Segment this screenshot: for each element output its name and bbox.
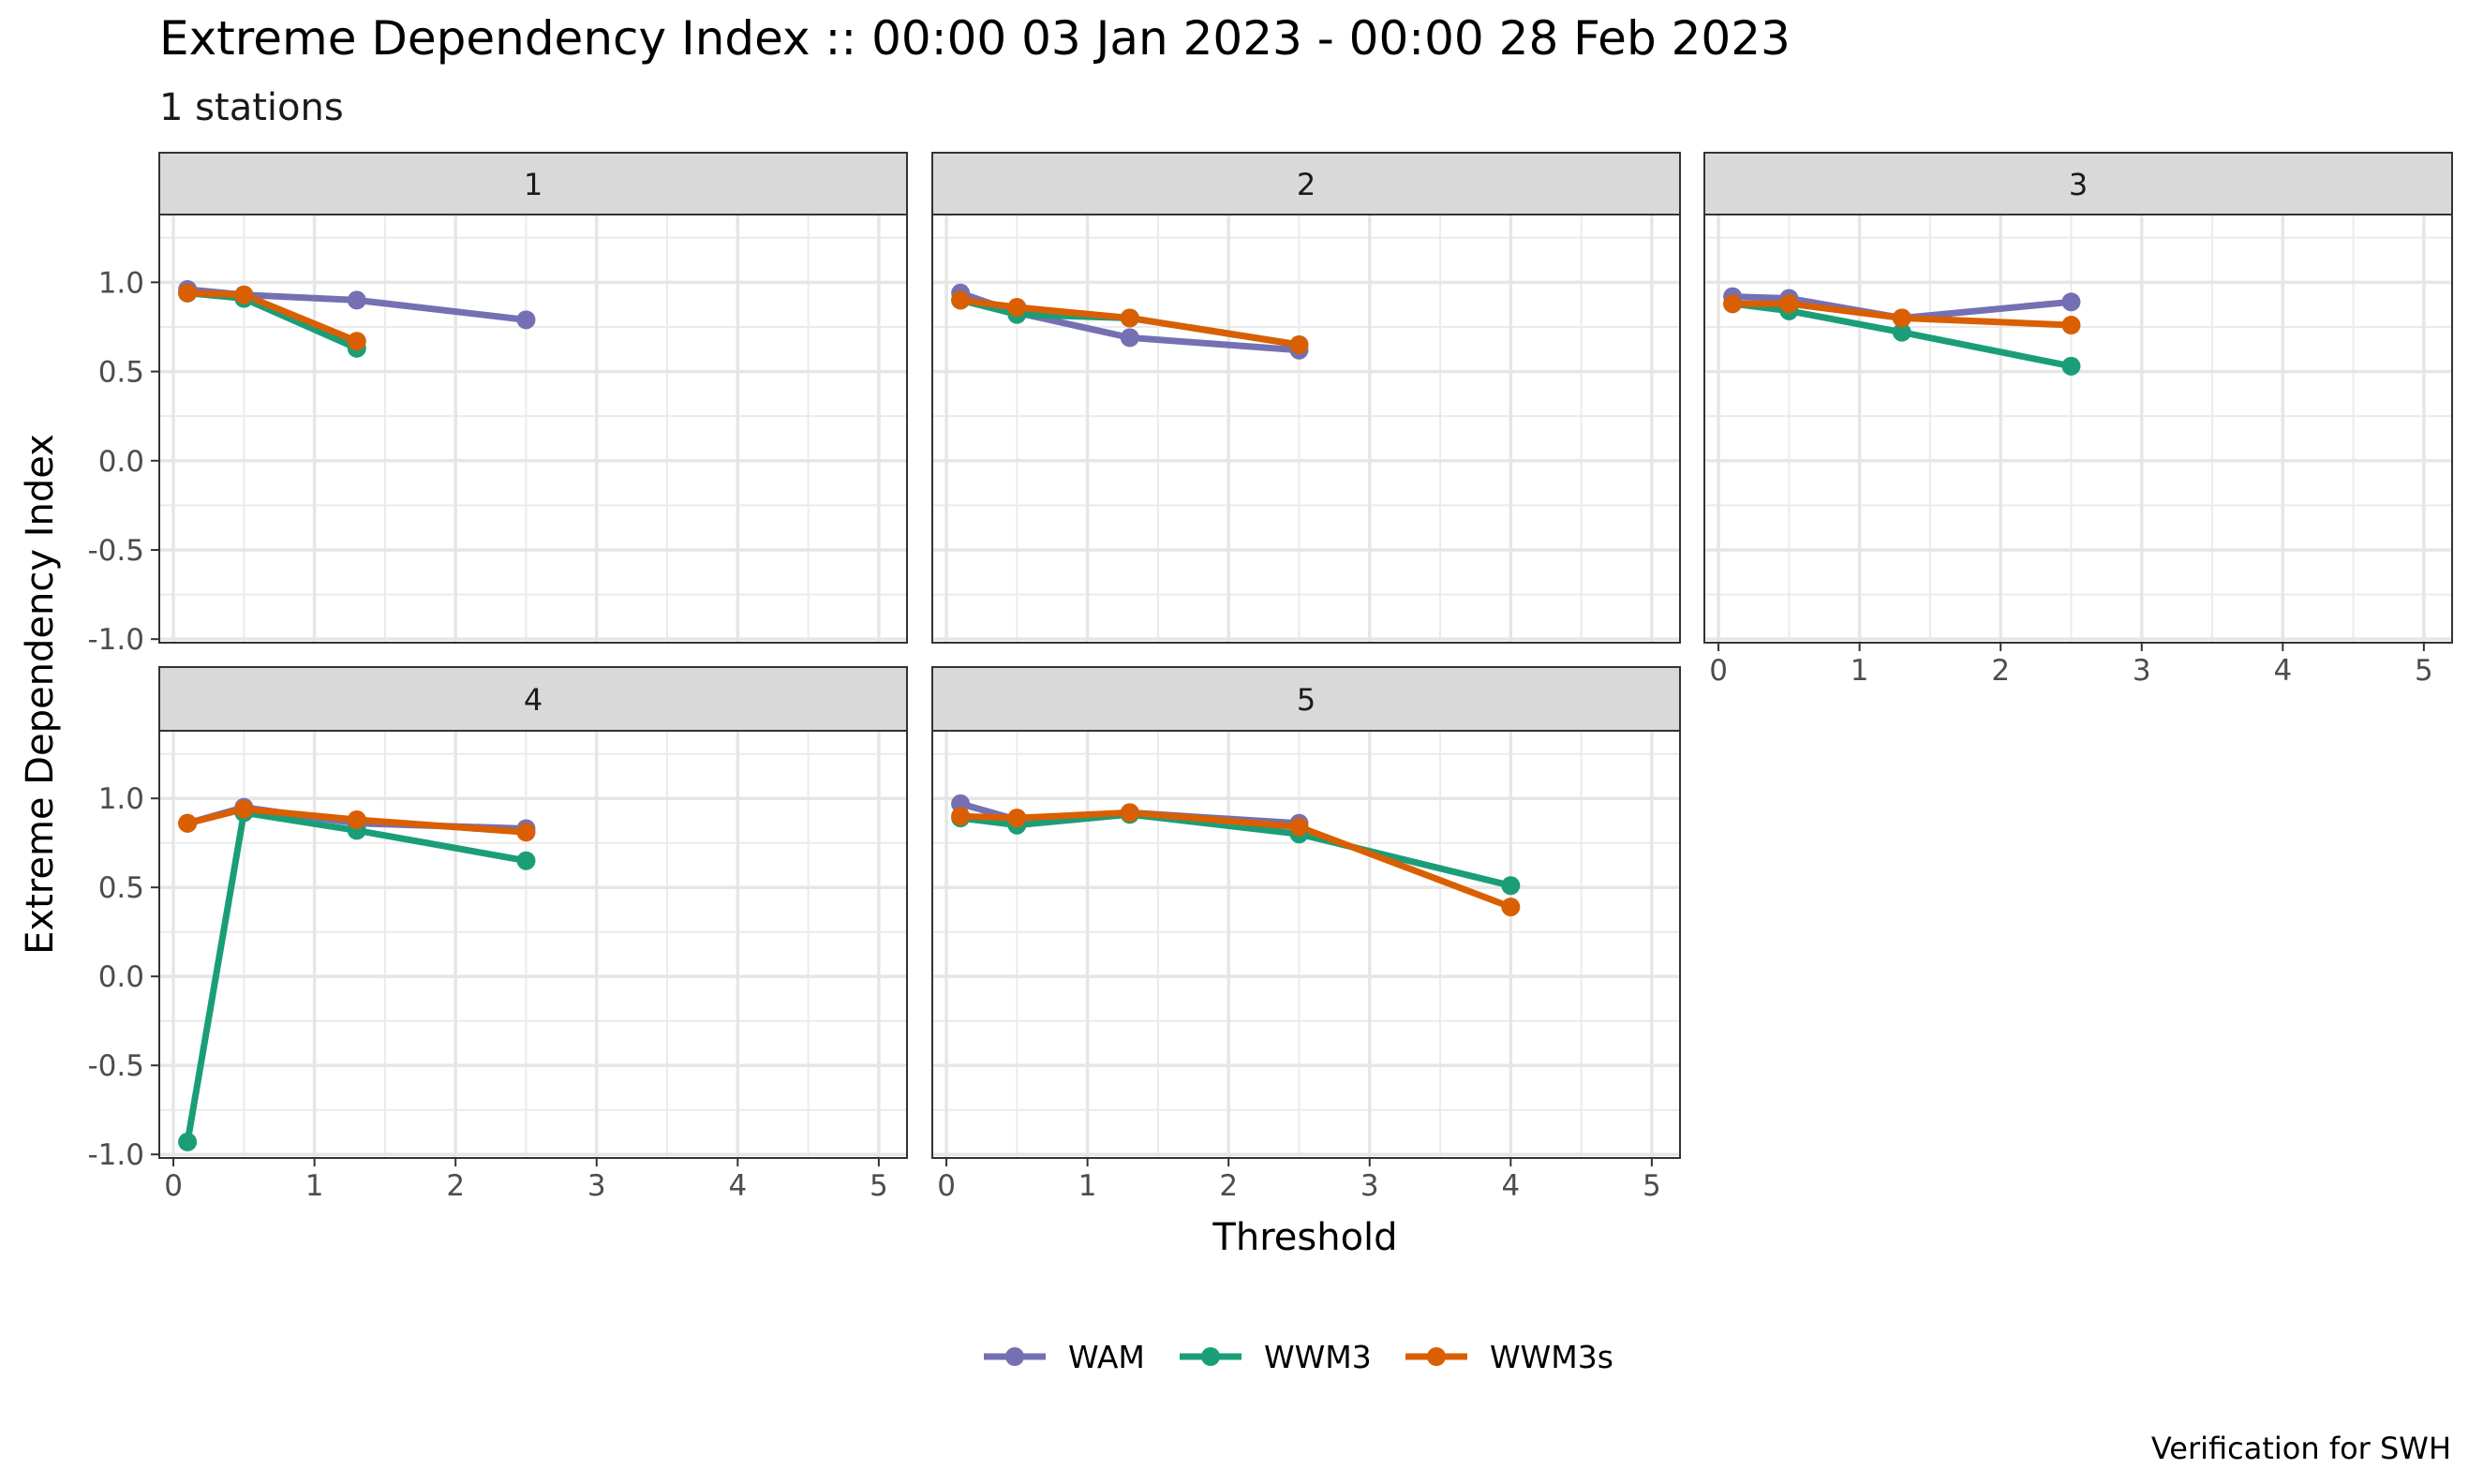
y-tick-label: -0.5 bbox=[88, 534, 145, 568]
y-tick-label: 0.5 bbox=[98, 871, 144, 905]
panel-background bbox=[932, 731, 1680, 1158]
data-point-wwm3s bbox=[1723, 294, 1743, 314]
data-point-wwm3s bbox=[1892, 308, 1911, 328]
facet-strip-label: 3 bbox=[2069, 167, 2088, 202]
data-point-wwm3s bbox=[178, 813, 198, 833]
data-point-wam bbox=[347, 290, 366, 310]
x-tick-label: 0 bbox=[1709, 654, 1728, 688]
panel-4: 4 -1.0 -0.5 0.0 0.5 1.0 0 1 2 3 4 5 bbox=[88, 666, 908, 1203]
data-point-wwm3s bbox=[178, 283, 198, 303]
chart-title: Extreme Dependency Index :: 00:00 03 Jan… bbox=[159, 11, 1791, 66]
facet-strip bbox=[931, 666, 1681, 732]
facet-strip bbox=[1703, 152, 2453, 215]
x-tick-label: 5 bbox=[1643, 1169, 1661, 1203]
facet-strip-label: 5 bbox=[1297, 682, 1316, 718]
x-tick-label: 5 bbox=[870, 1169, 888, 1203]
facet-strip bbox=[158, 152, 908, 215]
data-point-wam bbox=[1120, 328, 1139, 348]
x-tick-label: 2 bbox=[446, 1169, 465, 1203]
y-axis-label: Extreme Dependency Index bbox=[19, 434, 62, 955]
legend: WAM WWM3 WWM3s bbox=[984, 1339, 1613, 1375]
x-tick-label: 5 bbox=[2415, 654, 2433, 688]
data-point-wwm3s bbox=[2061, 316, 2081, 335]
data-point-wwm3 bbox=[1892, 322, 1911, 342]
y-tick-label: 0.5 bbox=[98, 356, 144, 390]
legend-item-wwm3: WWM3 bbox=[1180, 1339, 1372, 1375]
chart-subtitle: 1 stations bbox=[159, 86, 344, 129]
facet-panels: 1 -1.0 -0.5 0.0 0.5 1.0 2 3 0 1 2 3 4 5 4 -1.0 -0.5 0.0 0.… bbox=[88, 152, 2453, 1203]
series-line-wwm3 bbox=[1732, 300, 2073, 370]
panel-background bbox=[1704, 215, 2452, 643]
legend-key-point bbox=[1201, 1347, 1220, 1366]
data-point-wwm3 bbox=[516, 851, 536, 870]
data-point-wwm3s bbox=[1007, 809, 1027, 828]
y-tick-label: -0.5 bbox=[88, 1049, 145, 1083]
x-tick-label: 2 bbox=[1991, 654, 2010, 688]
y-tick-label: -1.0 bbox=[88, 623, 145, 657]
data-point-wwm3s bbox=[347, 810, 366, 829]
data-point-wwm3s bbox=[1501, 898, 1521, 917]
x-axis-label: Threshold bbox=[1212, 1216, 1397, 1259]
data-point-wwm3s bbox=[1120, 803, 1139, 823]
facet-strip-label: 1 bbox=[524, 167, 543, 202]
data-point-wwm3s bbox=[1779, 294, 1799, 314]
legend-label: WWM3s bbox=[1490, 1339, 1613, 1375]
data-point-wwm3s bbox=[347, 332, 366, 351]
x-tick-label: 1 bbox=[1851, 654, 1869, 688]
data-point-wwm3s bbox=[234, 799, 254, 819]
x-tick-label: 4 bbox=[2273, 654, 2292, 688]
panel-2: 2 bbox=[931, 152, 1681, 644]
data-point-wam bbox=[2061, 292, 2081, 312]
x-tick-label: 3 bbox=[587, 1169, 606, 1203]
x-tick-label: 3 bbox=[2133, 654, 2151, 688]
data-point-wwm3s bbox=[516, 823, 536, 842]
legend-item-wwm3s: WWM3s bbox=[1405, 1339, 1613, 1375]
x-tick-label: 3 bbox=[1360, 1169, 1379, 1203]
x-tick-label: 4 bbox=[728, 1169, 747, 1203]
data-point-wwm3s bbox=[951, 807, 971, 826]
data-point-wwm3s bbox=[234, 285, 254, 304]
data-point-wwm3s bbox=[951, 290, 971, 310]
y-tick-label: 0.0 bbox=[98, 445, 144, 479]
data-point-wam bbox=[516, 310, 536, 330]
x-tick-label: 1 bbox=[305, 1169, 324, 1203]
panel-1: 1 -1.0 -0.5 0.0 0.5 1.0 bbox=[88, 152, 908, 657]
x-tick-label: 0 bbox=[164, 1169, 183, 1203]
series-line-wwm3s bbox=[186, 806, 527, 836]
facet-strip-label: 4 bbox=[524, 682, 543, 718]
legend-item-wam: WAM bbox=[984, 1339, 1145, 1375]
chart-caption: Verification for SWH bbox=[2151, 1431, 2451, 1466]
x-tick-label: 2 bbox=[1219, 1169, 1238, 1203]
panel-3: 3 0 1 2 3 4 5 bbox=[1703, 152, 2453, 688]
data-point-wwm3 bbox=[1501, 876, 1521, 896]
data-point-wwm3 bbox=[2061, 356, 2081, 376]
series-line-wwm3s bbox=[1732, 300, 2072, 329]
y-tick-label: 0.0 bbox=[98, 960, 144, 994]
data-point-wwm3s bbox=[1289, 817, 1309, 837]
panel-5: 5 0 1 2 3 4 5 bbox=[931, 666, 1681, 1203]
x-tick-label: 0 bbox=[937, 1169, 956, 1203]
data-point-wwm3s bbox=[1120, 308, 1139, 328]
legend-label: WAM bbox=[1068, 1339, 1145, 1375]
legend-key-point bbox=[1427, 1347, 1446, 1366]
facet-strip-label: 2 bbox=[1297, 167, 1316, 202]
y-tick-label: 1.0 bbox=[98, 266, 144, 300]
data-point-wwm3s bbox=[1289, 335, 1309, 355]
y-tick-label: 1.0 bbox=[98, 782, 144, 816]
data-point-wwm3 bbox=[178, 1132, 198, 1151]
panel-background bbox=[159, 215, 907, 643]
facet-strip bbox=[931, 152, 1681, 215]
series-line-wwm3s bbox=[959, 296, 1301, 349]
panel-background bbox=[159, 731, 907, 1158]
facet-strip bbox=[158, 666, 908, 732]
x-tick-label: 1 bbox=[1078, 1169, 1097, 1203]
legend-label: WWM3 bbox=[1264, 1339, 1372, 1375]
legend-key-point bbox=[1005, 1347, 1024, 1366]
x-tick-label: 4 bbox=[1501, 1169, 1520, 1203]
series-line-wwm3 bbox=[184, 809, 528, 1143]
panel-background bbox=[932, 215, 1680, 643]
y-tick-label: -1.0 bbox=[88, 1138, 145, 1172]
data-point-wwm3s bbox=[1007, 298, 1027, 318]
